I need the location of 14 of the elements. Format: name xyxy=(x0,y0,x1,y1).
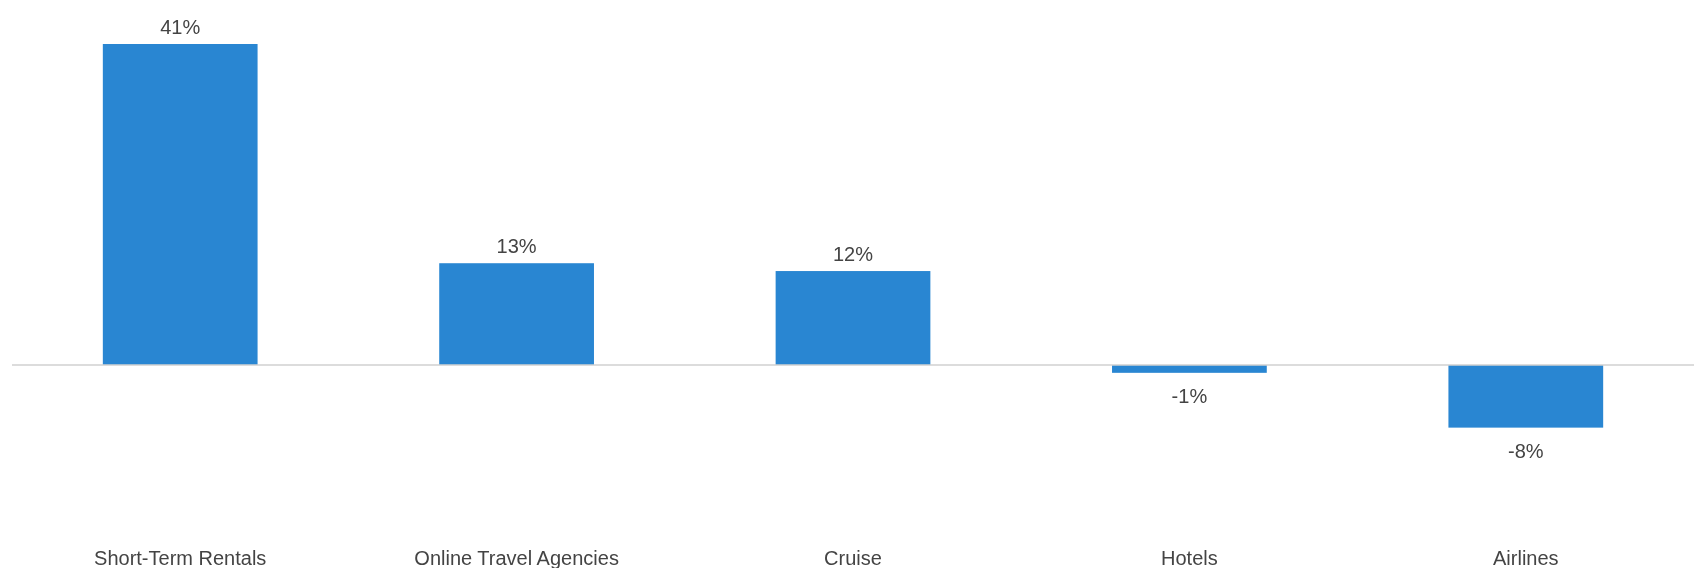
bar xyxy=(1112,365,1267,373)
x-tick-label: Hotels xyxy=(1161,547,1218,568)
x-tick-label: Cruise xyxy=(824,547,882,568)
bar xyxy=(775,271,931,365)
data-label: -8% xyxy=(1508,439,1544,462)
data-label: 13% xyxy=(496,235,537,258)
bar xyxy=(1448,365,1604,428)
bar xyxy=(439,263,594,365)
x-tick-label: Airlines xyxy=(1493,547,1559,568)
bar xyxy=(102,44,258,365)
data-label: 12% xyxy=(832,243,874,266)
data-label: 41% xyxy=(160,16,201,38)
x-tick-label: Short-Term Rentals xyxy=(94,547,267,568)
data-label: -1% xyxy=(1171,384,1208,407)
